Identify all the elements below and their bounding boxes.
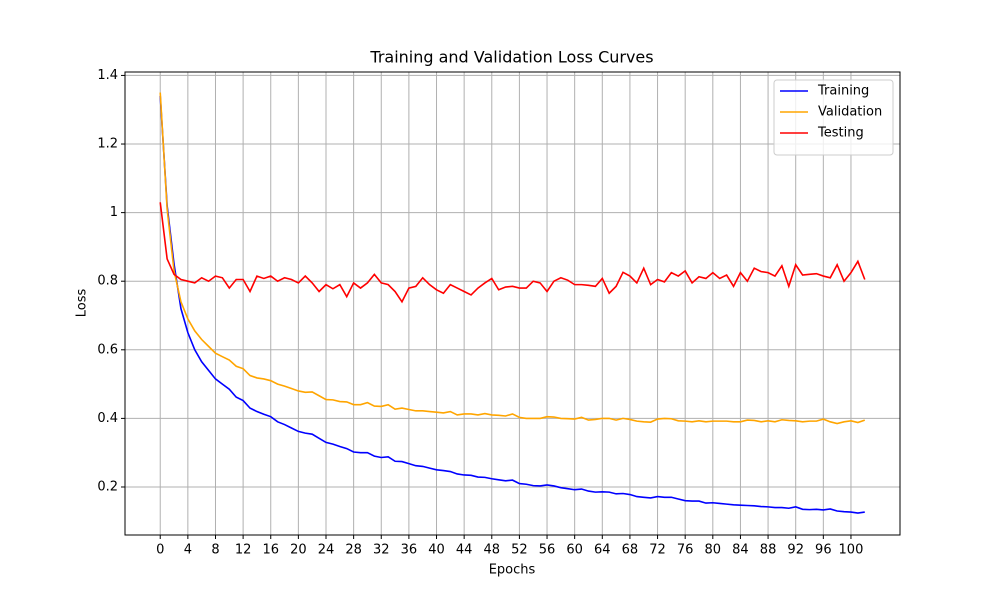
legend-label: Training bbox=[817, 84, 869, 99]
x-tick-label: 80 bbox=[705, 543, 722, 558]
plot-frame bbox=[124, 71, 901, 536]
x-tick-label: 8 bbox=[211, 543, 219, 558]
x-tick-label: 56 bbox=[539, 543, 556, 558]
x-tick-label: 100 bbox=[839, 543, 864, 558]
x-tick-label: 84 bbox=[732, 543, 749, 558]
x-tick-label: 72 bbox=[649, 543, 666, 558]
x-tick-label: 64 bbox=[594, 543, 611, 558]
x-tick-label: 60 bbox=[566, 543, 583, 558]
x-tick-label: 96 bbox=[815, 543, 832, 558]
y-tick-label: 1.2 bbox=[97, 137, 118, 152]
legend-label: Testing bbox=[817, 126, 864, 141]
x-tick-label: 88 bbox=[760, 543, 777, 558]
y-tick-label: 0.4 bbox=[97, 411, 118, 426]
legend-label: Validation bbox=[818, 105, 882, 120]
y-tick-label: 0.6 bbox=[97, 342, 118, 357]
x-tick-label: 40 bbox=[428, 543, 445, 558]
y-tick-label: 0.2 bbox=[97, 479, 118, 494]
x-tick-label: 32 bbox=[373, 543, 390, 558]
x-tick-label: 68 bbox=[622, 543, 639, 558]
x-tick-label: 36 bbox=[401, 543, 418, 558]
chart-title: Training and Validation Loss Curves bbox=[369, 48, 653, 67]
y-axis-label: Loss bbox=[75, 289, 90, 318]
x-tick-label: 0 bbox=[156, 543, 164, 558]
series-line bbox=[159, 92, 866, 425]
series-line bbox=[159, 202, 866, 304]
x-tick-label: 20 bbox=[290, 543, 307, 558]
y-tick-label: 1 bbox=[110, 205, 118, 220]
x-tick-label: 12 bbox=[235, 543, 252, 558]
legend-box bbox=[773, 79, 894, 156]
x-tick-label: 92 bbox=[787, 543, 804, 558]
x-axis-label: Epochs bbox=[489, 563, 536, 578]
x-tick-label: 16 bbox=[262, 543, 279, 558]
x-tick-label: 44 bbox=[456, 543, 473, 558]
x-tick-label: 24 bbox=[318, 543, 335, 558]
x-tick-label: 76 bbox=[677, 543, 694, 558]
x-tick-label: 4 bbox=[184, 543, 192, 558]
x-tick-label: 28 bbox=[345, 543, 362, 558]
x-tick-label: 48 bbox=[484, 543, 501, 558]
y-tick-label: 0.8 bbox=[97, 274, 118, 289]
x-tick-label: 52 bbox=[511, 543, 528, 558]
series-line bbox=[159, 95, 865, 514]
y-tick-label: 1.4 bbox=[97, 68, 118, 83]
